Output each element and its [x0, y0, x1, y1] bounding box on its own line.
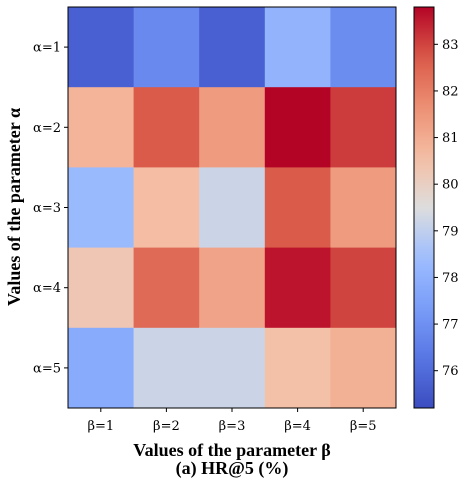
y-axis-title: Values of the parameter α — [4, 108, 24, 306]
x-tick-label: β=1 — [87, 419, 114, 434]
x-axis-ticks: β=1 β=2 β=3 β=4 β=5 — [87, 408, 377, 434]
heatmap-cells — [68, 7, 397, 409]
heatmap-cell — [68, 167, 135, 249]
heatmap-cell — [133, 87, 200, 168]
y-tick-label: α=2 — [33, 121, 61, 136]
heatmap-cell — [264, 7, 331, 88]
colorbar-tick-label: 81 — [442, 131, 459, 146]
heatmap-cell — [133, 167, 200, 249]
colorbar — [413, 6, 435, 409]
heatmap-cell — [68, 247, 135, 329]
heatmap-cell — [330, 327, 397, 409]
heatmap-cell — [264, 327, 331, 409]
colorbar-ticks: 76 77 78 79 80 81 82 83 — [434, 38, 459, 379]
x-tick-label: β=2 — [153, 419, 180, 434]
heatmap-cell — [264, 167, 331, 249]
y-tick-label: α=5 — [33, 361, 61, 376]
colorbar-tick-label: 78 — [442, 271, 459, 286]
heatmap-cell — [330, 87, 397, 168]
colorbar-tick-label: 76 — [442, 364, 459, 379]
colorbar-tick-label: 79 — [442, 224, 459, 239]
heatmap-cell — [199, 7, 266, 88]
y-tick-label: α=4 — [33, 281, 61, 296]
y-axis-ticks: α=1 α=2 α=3 α=4 α=5 — [33, 41, 68, 376]
heatmap-cell — [330, 7, 397, 88]
colorbar-tick-label: 80 — [442, 178, 459, 193]
heatmap-cell — [264, 247, 331, 329]
colorbar-tick-label: 82 — [442, 84, 459, 99]
heatmap-cell — [199, 87, 266, 168]
heatmap-cell — [264, 87, 331, 168]
heatmap-cell — [133, 7, 200, 88]
heatmap-cell — [68, 327, 135, 409]
y-tick-label: α=1 — [33, 41, 61, 56]
heatmap-cell — [133, 247, 200, 329]
heatmap-cell — [199, 327, 266, 409]
heatmap-cell — [133, 327, 200, 409]
y-tick-label: α=3 — [33, 201, 61, 216]
heatmap-cell — [330, 167, 397, 249]
heatmap-cell — [199, 167, 266, 249]
x-tick-label: β=3 — [219, 419, 246, 434]
colorbar-tick-label: 83 — [442, 38, 459, 53]
chart-caption: (a) HR@5 (%) — [176, 458, 289, 479]
x-tick-label: β=4 — [284, 419, 311, 434]
heatmap-cell — [68, 7, 135, 88]
heatmap-cell — [330, 247, 397, 329]
heatmap-cell — [199, 247, 266, 329]
x-tick-label: β=5 — [350, 419, 377, 434]
watermark-text: CSDN @JinyuZ1996 — [330, 455, 460, 471]
x-axis-title: Values of the parameter β — [133, 440, 330, 460]
heatmap-cell — [68, 87, 135, 168]
colorbar-tick-label: 77 — [442, 318, 459, 333]
